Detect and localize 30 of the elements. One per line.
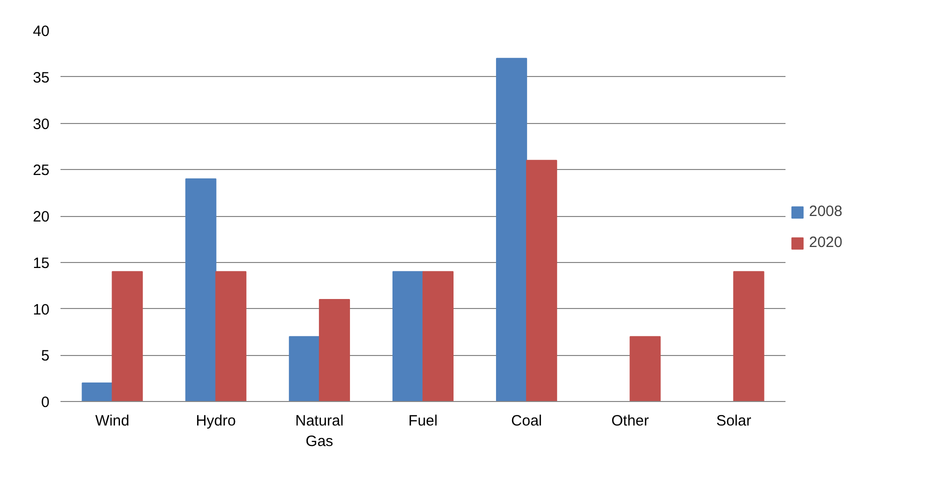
y-tick-label: 35 <box>32 69 50 86</box>
x-tick-label: Natural Gas <box>295 412 344 450</box>
bar <box>526 160 558 402</box>
x-tick-label: Hydro <box>196 412 236 430</box>
y-tick-label: 20 <box>32 208 50 226</box>
x-tick-label: Other <box>611 412 649 430</box>
bar <box>112 271 143 402</box>
y-tick-label: 30 <box>32 116 50 133</box>
bar <box>630 336 661 402</box>
x-tick-label: Coal <box>511 412 542 430</box>
y-tick-label: 40 <box>32 23 50 40</box>
bar <box>288 336 320 402</box>
y-tick-label: 25 <box>32 162 50 180</box>
legend-label: 2008 <box>809 203 842 220</box>
bar <box>185 178 216 402</box>
bar <box>82 382 113 402</box>
y-tick-label: 10 <box>32 301 50 318</box>
x-tick-label: Solar <box>716 412 752 430</box>
bar <box>318 298 350 402</box>
x-tick-label: Fuel <box>408 412 438 430</box>
bar <box>733 271 764 402</box>
bar <box>422 271 454 402</box>
x-tick-label: Wind <box>95 412 130 430</box>
bar <box>392 271 424 402</box>
bar <box>496 58 528 402</box>
legend-label: 2020 <box>809 234 842 251</box>
y-tick-label: 0 <box>41 394 50 411</box>
y-tick-label: 15 <box>32 254 50 272</box>
bar <box>215 271 246 402</box>
y-tick-label: 5 <box>41 348 50 365</box>
